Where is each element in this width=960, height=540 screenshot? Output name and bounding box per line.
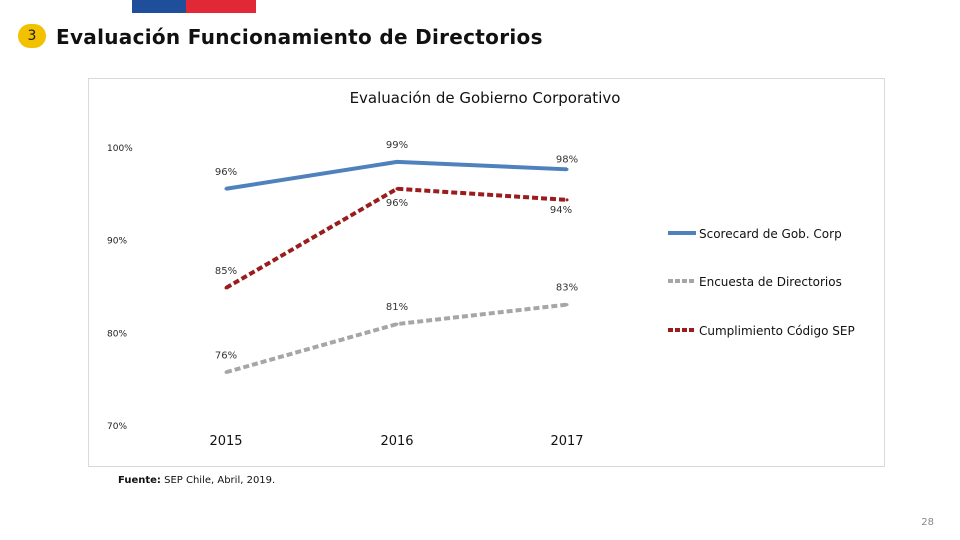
source-label: Fuente: <box>118 475 161 486</box>
section-number-badge: 3 <box>18 24 46 48</box>
data-label: 85% <box>215 266 237 277</box>
legend-label: Cumplimiento Código SEP <box>699 324 855 338</box>
page-number: 28 <box>921 517 934 528</box>
brand-bar-red <box>186 0 256 13</box>
data-point <box>224 187 228 191</box>
y-tick-label: 100% <box>107 144 133 154</box>
x-tick-label: 2016 <box>380 434 413 449</box>
chart-frame <box>88 78 885 467</box>
brand-color-bar <box>132 0 256 13</box>
data-label: 96% <box>215 167 237 178</box>
series-line <box>224 186 568 290</box>
data-point <box>565 167 569 171</box>
data-point <box>395 187 399 191</box>
data-point <box>224 286 228 290</box>
data-label: 94% <box>550 205 572 216</box>
data-point <box>395 322 399 326</box>
page-title: Evaluación Funcionamiento de Directorios <box>56 25 543 49</box>
y-tick-label: 70% <box>107 422 127 432</box>
data-label: 96% <box>386 198 408 209</box>
data-label: 99% <box>386 140 408 151</box>
legend-label: Encuesta de Directorios <box>699 275 842 289</box>
data-label: 76% <box>215 350 237 361</box>
chart-title: Evaluación de Gobierno Corporativo <box>350 89 621 107</box>
series-line <box>225 302 568 375</box>
series-line <box>225 159 568 191</box>
source-text: SEP Chile, Abril, 2019. <box>160 475 276 486</box>
data-point <box>565 198 569 202</box>
y-tick-label: 90% <box>107 237 127 247</box>
x-tick-label: 2015 <box>209 434 242 449</box>
data-label: 83% <box>556 283 578 294</box>
legend-label: Scorecard de Gob. Corp <box>699 227 842 241</box>
x-tick-label: 2017 <box>550 434 583 449</box>
data-point <box>565 303 569 307</box>
data-point <box>224 370 228 374</box>
data-label: 98% <box>556 154 578 165</box>
y-tick-label: 80% <box>107 329 127 339</box>
source-note: Fuente: SEP Chile, Abril, 2019. <box>118 475 275 486</box>
brand-bar-blue <box>132 0 186 13</box>
data-point <box>395 160 399 164</box>
data-label: 81% <box>386 302 408 313</box>
